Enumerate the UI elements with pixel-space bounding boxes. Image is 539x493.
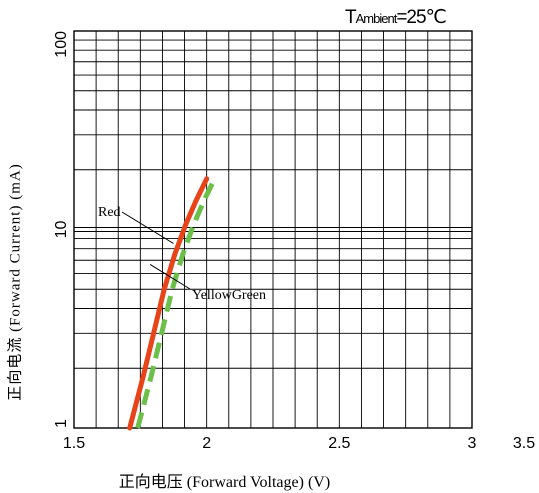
x-axis-label-text: 正向电压 (Forward Voltage) (V) [118, 474, 331, 491]
y-tick-label: 1 [53, 419, 70, 428]
series-label-yellowgreen: YellowGreen [192, 288, 266, 303]
ambient-temperature-annotation: TAmbient=25℃ [345, 6, 447, 29]
y-axis-label: 正向电流 (Forward Current) (mA) [7, 163, 24, 401]
red-leader-line [121, 211, 174, 244]
x-tick-label: 2.5 [328, 435, 350, 452]
x-tick-label: 3 [468, 435, 477, 452]
annotation-subscript: Ambient [355, 11, 398, 26]
x-axis-label: 正向电压 (Forward Voltage) (V) [0, 468, 539, 492]
annotation-prefix: T [345, 7, 357, 28]
x-tick-label: 2 [202, 435, 211, 452]
series-line-red [127, 176, 210, 431]
plot-border [73, 30, 473, 429]
plot-frame [73, 30, 473, 429]
x-tick-label: 1.5 [63, 435, 85, 452]
x-tick-label: 3.5 [513, 435, 535, 452]
y-tick-label: 10 [53, 221, 70, 239]
annotation-suffix: =25℃ [396, 7, 447, 28]
y-tick-labels: 1 10 100 [53, 31, 70, 428]
series-line-yellowgreen [135, 177, 217, 429]
series-group [127, 176, 217, 431]
series-labels: Red YellowGreen [98, 205, 266, 303]
x-tick-labels: 1.5 2 2.5 3 3.5 [63, 435, 535, 452]
series-label-red: Red [98, 205, 121, 220]
yellowgreen-leader-line [149, 264, 191, 290]
grid [74, 31, 472, 428]
y-tick-label: 100 [53, 31, 70, 58]
